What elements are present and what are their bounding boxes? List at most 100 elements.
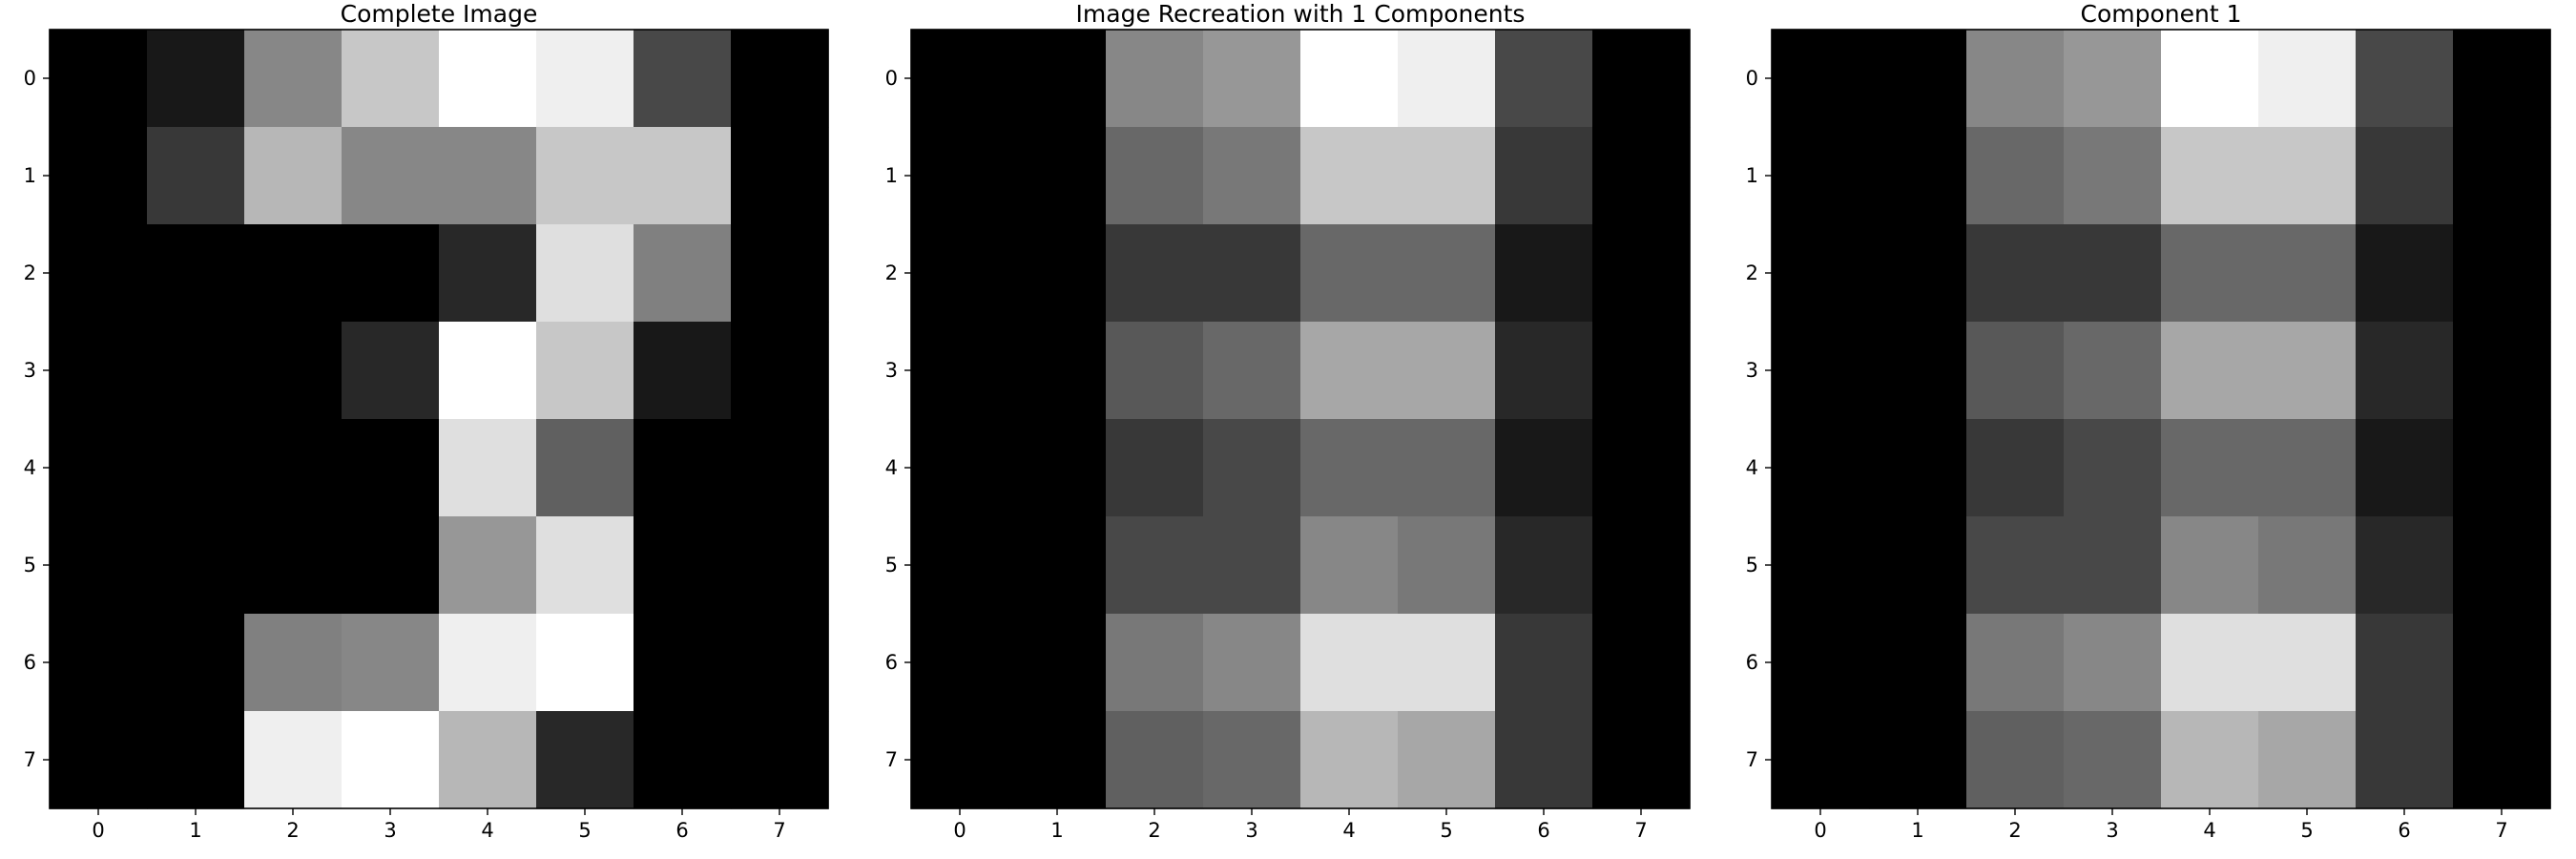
heatmap-cell xyxy=(731,127,829,225)
x-tick-label: 0 xyxy=(1814,819,1826,842)
heatmap-cell xyxy=(50,224,148,323)
heatmap-cell xyxy=(731,711,829,809)
heatmap-cell xyxy=(1869,30,1967,128)
heatmap-cell xyxy=(50,614,148,712)
heatmap-cell xyxy=(1592,711,1691,809)
y-tick-label: 1 xyxy=(885,164,898,187)
heatmap-cell xyxy=(731,224,829,323)
heatmap-cell xyxy=(536,322,634,420)
heatmap-cell xyxy=(147,516,245,615)
heatmap-cell xyxy=(1008,322,1107,420)
x-tick-label: 3 xyxy=(1245,819,1257,842)
heatmap-cell xyxy=(911,322,1009,420)
y-tick-label: 6 xyxy=(1746,651,1758,674)
heatmap-cell xyxy=(1592,419,1691,517)
heatmap-cell xyxy=(731,30,829,128)
x-tick-label: 1 xyxy=(189,819,201,842)
heatmap-cell xyxy=(244,127,343,225)
x-tick-label: 3 xyxy=(2106,819,2118,842)
heatmap-cell xyxy=(244,516,343,615)
heatmap-cell xyxy=(2356,127,2454,225)
heatmap-cell xyxy=(2064,516,2162,615)
heatmap-cell xyxy=(2356,711,2454,809)
heatmap-cell xyxy=(342,419,440,517)
heatmap-cell xyxy=(634,127,732,225)
heatmap-cell xyxy=(1772,224,1870,323)
x-tick-label: 7 xyxy=(1634,819,1647,842)
heatmap-cell xyxy=(1008,30,1107,128)
heatmap-cell xyxy=(536,516,634,615)
heatmap-cell xyxy=(342,127,440,225)
heatmap-cell xyxy=(1398,224,1496,323)
heatmap-cell xyxy=(147,322,245,420)
heatmap-cell xyxy=(147,419,245,517)
heatmap-cell xyxy=(147,127,245,225)
x-tick-label: 4 xyxy=(481,819,493,842)
heatmap-cell xyxy=(634,516,732,615)
heatmap-cell xyxy=(439,127,537,225)
heatmap-cell xyxy=(2258,30,2357,128)
heatmap-cell xyxy=(731,614,829,712)
heatmap-cell xyxy=(2356,30,2454,128)
heatmap-cell xyxy=(1106,224,1204,323)
axes-frame xyxy=(1771,29,2551,809)
heatmap-cell xyxy=(634,224,732,323)
heatmap-cell xyxy=(1772,614,1870,712)
heatmap-cell xyxy=(244,711,343,809)
y-tick-label: 0 xyxy=(885,67,898,90)
x-tick-label: 2 xyxy=(2008,819,2021,842)
heatmap-cell xyxy=(1592,224,1691,323)
heatmap-cell xyxy=(2453,224,2551,323)
heatmap-cell xyxy=(1008,224,1107,323)
heatmap-cell xyxy=(439,224,537,323)
heatmap-cell xyxy=(342,30,440,128)
y-tick-label: 7 xyxy=(24,748,36,771)
heatmap-cell xyxy=(1398,614,1496,712)
heatmap-cell xyxy=(1203,419,1301,517)
heatmap-cell xyxy=(536,711,634,809)
heatmap-cell xyxy=(2356,224,2454,323)
y-tick-label: 1 xyxy=(24,164,36,187)
y-tick-label: 5 xyxy=(1746,554,1758,576)
heatmap-panel-1: 0 1 2 3 4 5 6 7 0 1 2 3 4 5 6 7 Complete Image xyxy=(24,0,829,842)
heatmap-cell xyxy=(244,224,343,323)
heatmap-cell xyxy=(1300,127,1399,225)
heatmap-cell xyxy=(634,322,732,420)
heatmap-cell xyxy=(1869,711,1967,809)
heatmap-cell xyxy=(2064,614,2162,712)
heatmap-cell xyxy=(1495,516,1593,615)
y-tick-label: 3 xyxy=(1746,359,1758,382)
heatmap-cell xyxy=(1772,419,1870,517)
heatmap-cell xyxy=(2161,127,2259,225)
heatmap-cell xyxy=(1203,30,1301,128)
x-tick-label: 2 xyxy=(1148,819,1160,842)
y-tick-label: 2 xyxy=(885,262,898,284)
heatmap-cell xyxy=(1203,127,1301,225)
heatmap-cell xyxy=(2453,30,2551,128)
heatmap-cell xyxy=(50,127,148,225)
x-tick-label: 5 xyxy=(2300,819,2313,842)
heatmap-cell xyxy=(1008,516,1107,615)
heatmap-cell xyxy=(2161,322,2259,420)
x-tick-label: 7 xyxy=(773,819,785,842)
heatmap-cell xyxy=(1495,419,1593,517)
heatmap-cell xyxy=(1203,322,1301,420)
heatmap-cell xyxy=(2258,419,2357,517)
heatmap-cell xyxy=(911,30,1009,128)
heatmap-panel-3: 0 1 2 3 4 5 6 7 0 1 2 3 4 5 6 7 Component 1 xyxy=(1746,0,2551,842)
heatmap-cell xyxy=(1300,30,1399,128)
y-tick-label: 4 xyxy=(1746,456,1758,479)
heatmap-cell xyxy=(2161,224,2259,323)
heatmap-cell xyxy=(1869,516,1967,615)
heatmap-cell xyxy=(536,127,634,225)
x-tick-label: 2 xyxy=(286,819,299,842)
heatmap-cell xyxy=(342,614,440,712)
heatmap-cell xyxy=(1869,127,1967,225)
heatmap-cell xyxy=(1772,516,1870,615)
heatmap-cell xyxy=(1300,711,1399,809)
heatmap-cell xyxy=(342,711,440,809)
heatmap-cell xyxy=(50,516,148,615)
axes-frame xyxy=(910,29,1691,809)
heatmap-cell xyxy=(1203,224,1301,323)
